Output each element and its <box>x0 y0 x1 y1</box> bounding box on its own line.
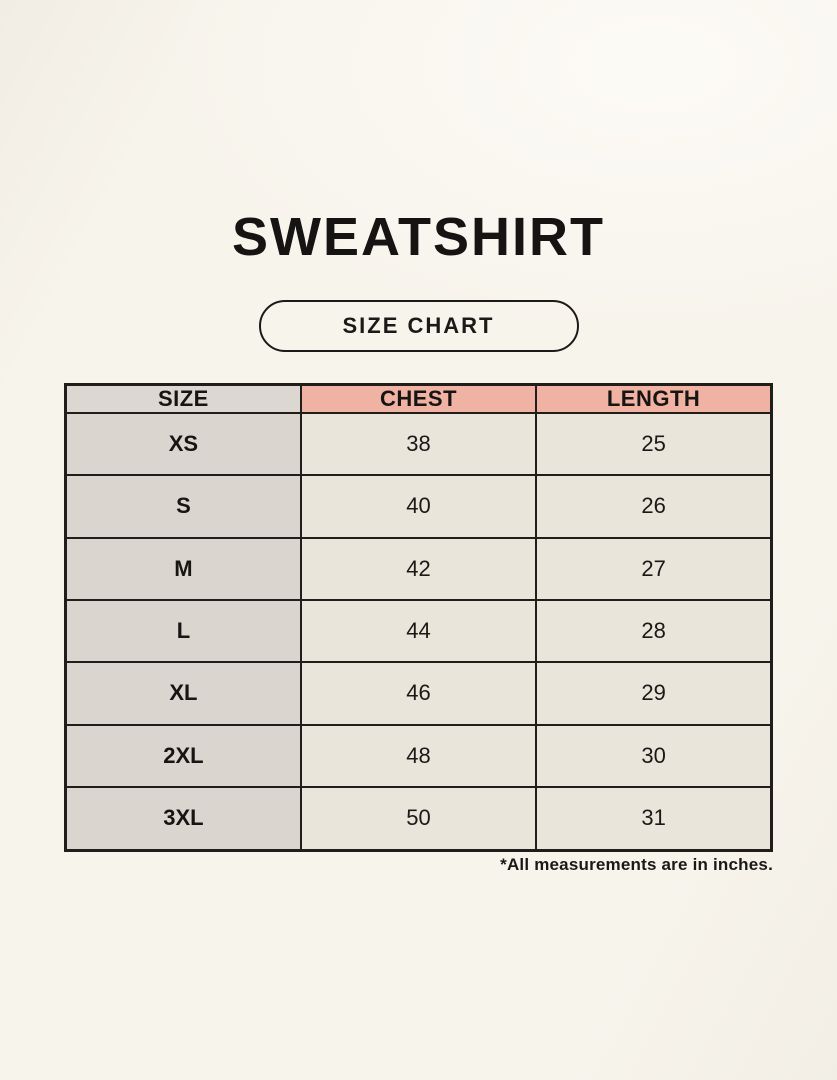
table-row: L 44 28 <box>64 598 773 664</box>
table-header-row: SIZE CHEST LENGTH <box>64 383 773 414</box>
length-value-xl: 29 <box>535 661 773 726</box>
length-value-2xl: 30 <box>535 723 773 788</box>
chest-value-xs: 38 <box>299 411 538 477</box>
length-value-m: 27 <box>535 536 773 601</box>
size-label-xs: XS <box>64 411 302 477</box>
size-label-3xl: 3XL <box>64 785 302 852</box>
size-label-l: L <box>64 598 302 664</box>
size-chart-badge-label: SIZE CHART <box>342 313 495 338</box>
size-label-m: M <box>64 536 302 601</box>
size-chart-badge: SIZE CHART <box>258 300 579 352</box>
size-label-xl: XL <box>64 661 302 726</box>
chest-value-3xl: 50 <box>299 785 538 852</box>
table-row: XL 46 29 <box>64 661 773 726</box>
size-label-2xl: 2XL <box>64 723 302 788</box>
size-chart-table: SIZE CHEST LENGTH XS 38 25 S 40 26 M 42 … <box>64 383 773 852</box>
column-header-size: SIZE <box>64 383 302 414</box>
measurements-footnote: *All measurements are in inches. <box>500 855 773 874</box>
chest-value-m: 42 <box>299 536 538 601</box>
table-row: S 40 26 <box>64 474 773 539</box>
column-header-chest: CHEST <box>299 383 538 414</box>
length-value-3xl: 31 <box>535 785 773 852</box>
chest-value-2xl: 48 <box>299 723 538 788</box>
page-title: SWEATSHIRT <box>232 207 605 267</box>
table-row: M 42 27 <box>64 536 773 601</box>
column-header-length: LENGTH <box>535 383 773 414</box>
chest-value-xl: 46 <box>299 661 538 726</box>
size-label-s: S <box>64 474 302 539</box>
length-value-l: 28 <box>535 598 773 664</box>
table-row: 2XL 48 30 <box>64 723 773 788</box>
chest-value-s: 40 <box>299 474 538 539</box>
chest-value-l: 44 <box>299 598 538 664</box>
length-value-s: 26 <box>535 474 773 539</box>
table-row: XS 38 25 <box>64 411 773 477</box>
table-row: 3XL 50 31 <box>64 785 773 852</box>
length-value-xs: 25 <box>535 411 773 477</box>
